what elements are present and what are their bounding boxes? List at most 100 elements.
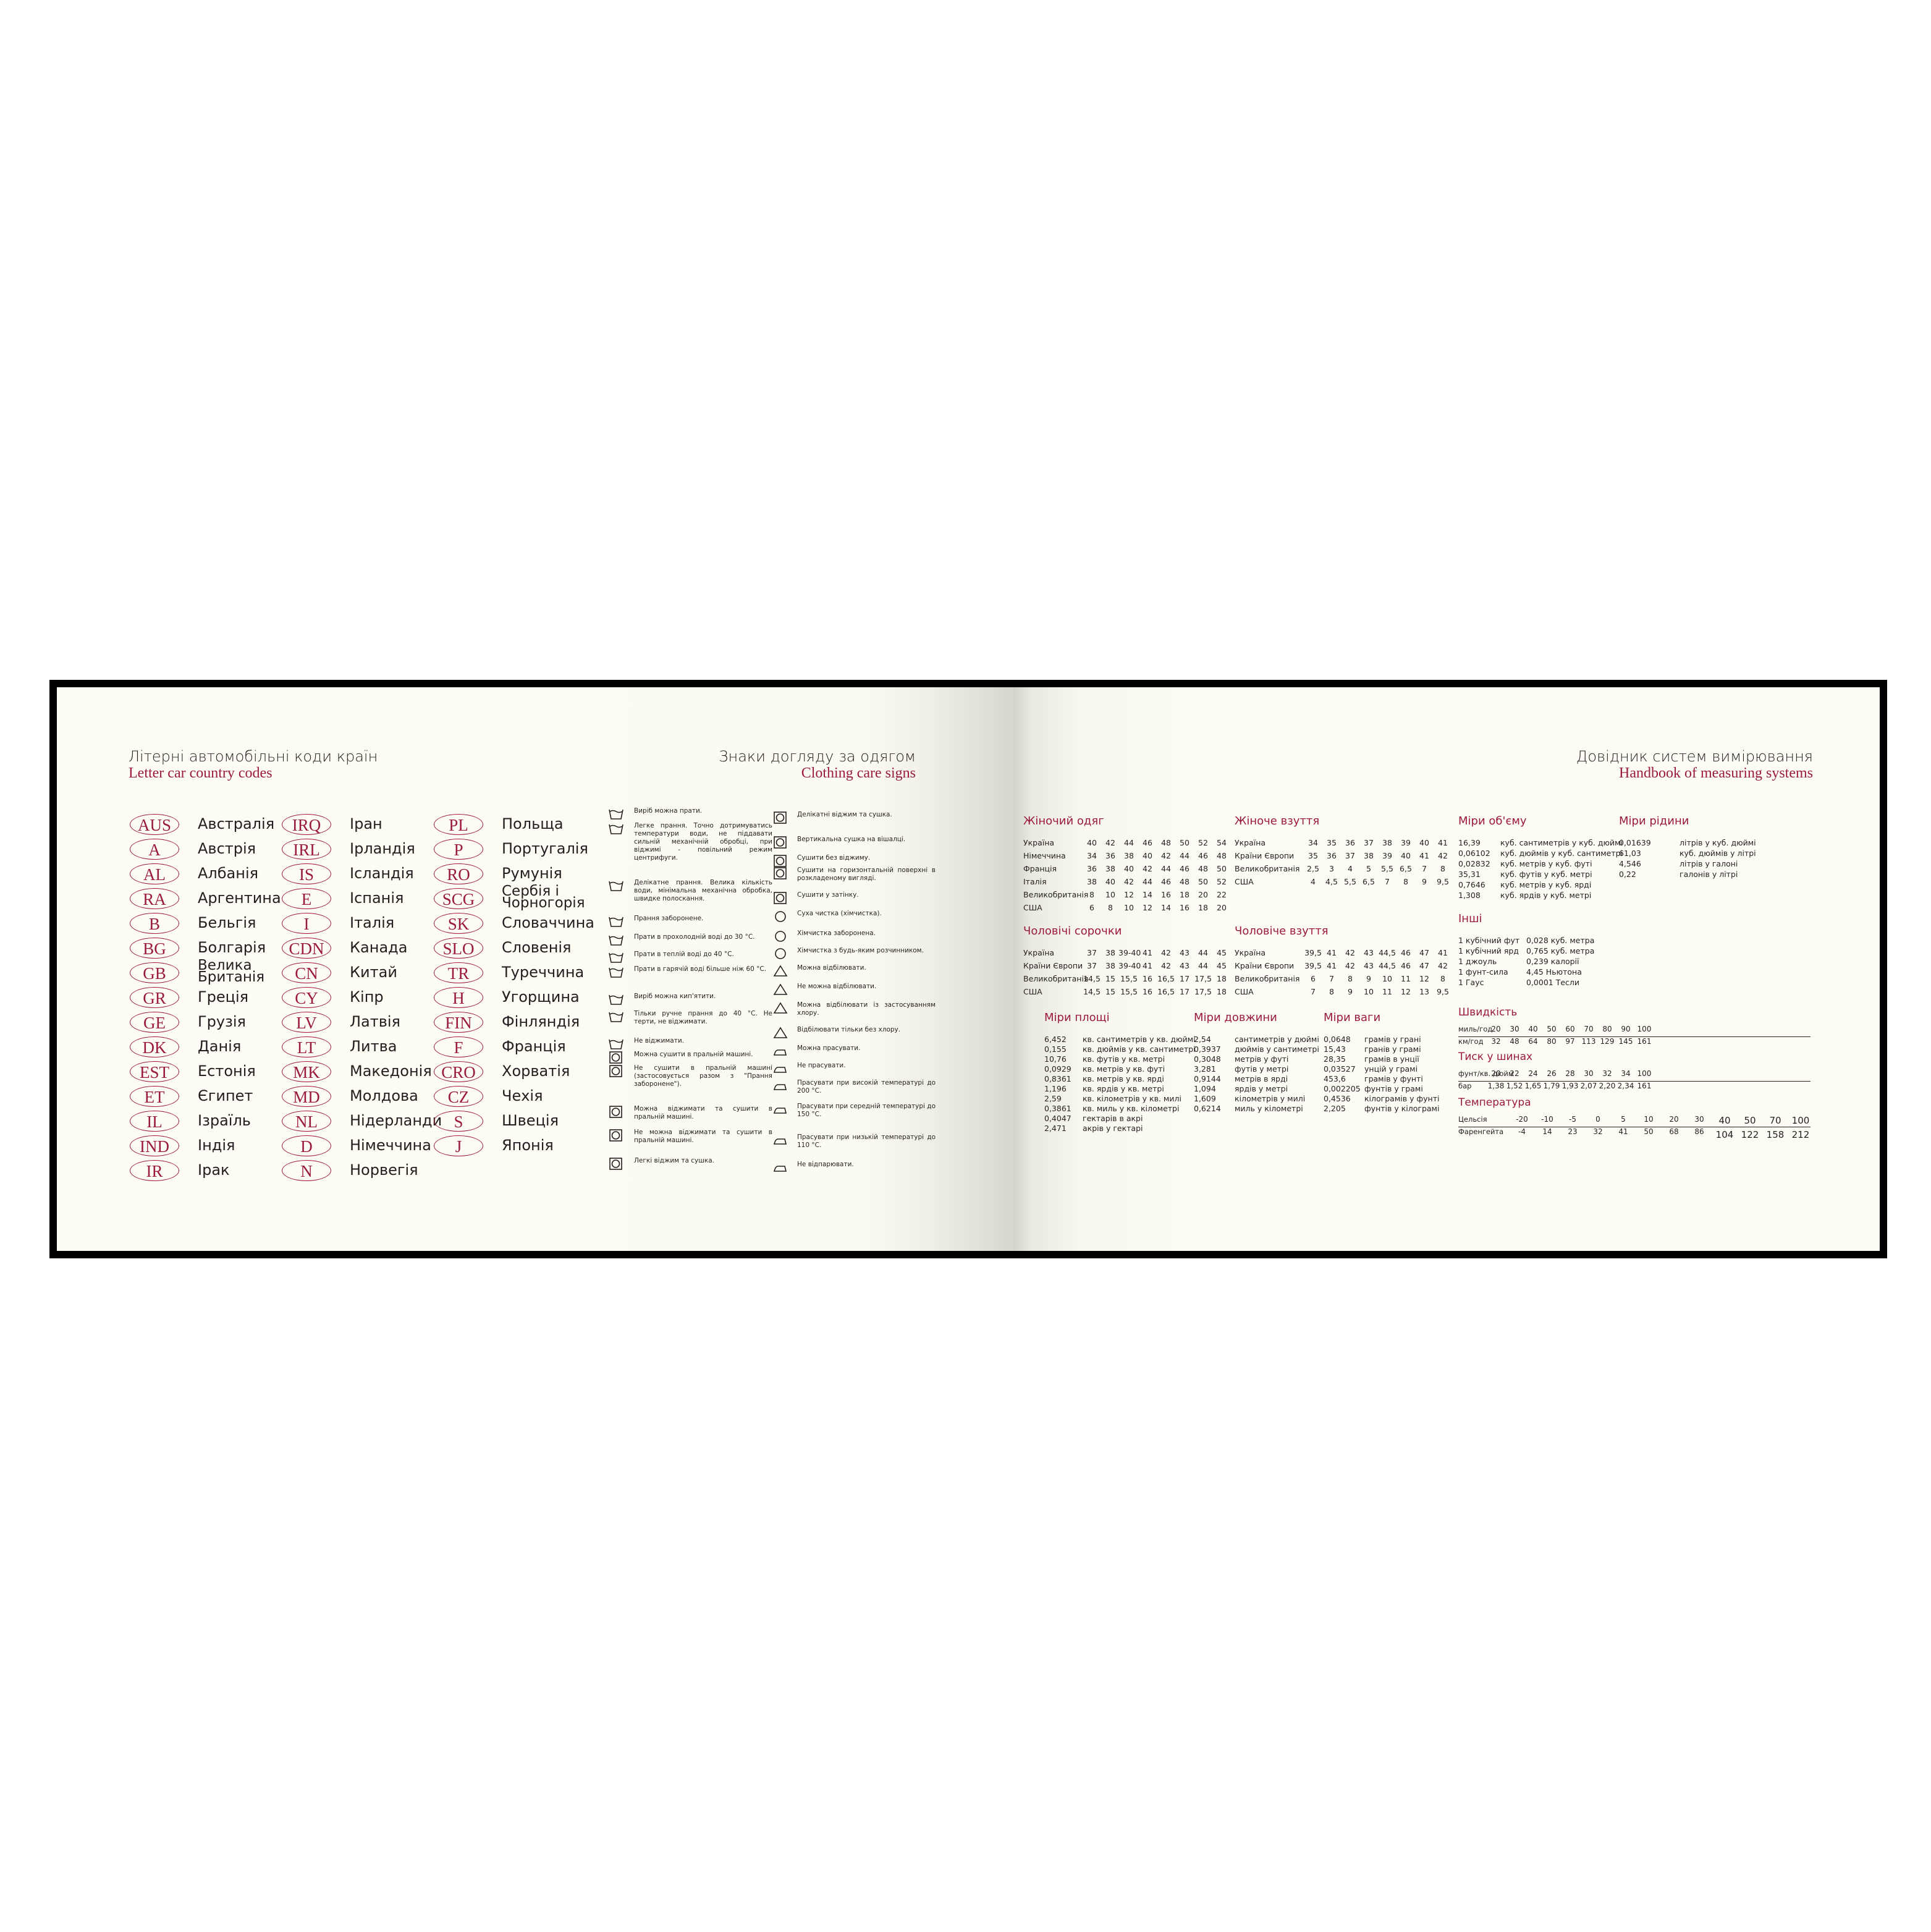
cell: 42: [1143, 864, 1152, 873]
cell: 4,5: [1325, 877, 1338, 886]
cell: 38: [1105, 948, 1115, 957]
country-name: Ірландія: [350, 840, 415, 857]
country-code: SCG: [434, 888, 483, 909]
cell: 8: [1329, 987, 1334, 996]
scale-cell: 1,79: [1543, 1082, 1560, 1090]
country-code: PL: [434, 814, 483, 835]
list-value: 15,43: [1324, 1044, 1346, 1054]
cell: 10: [1105, 890, 1115, 899]
list-text: кв. метрів у кв. ярді: [1083, 1074, 1164, 1083]
cell: 40: [1143, 851, 1152, 860]
list-text: кв. метрів у кв. футі: [1083, 1064, 1165, 1074]
paper: [57, 687, 1880, 1251]
cell: 42: [1438, 851, 1448, 860]
care-text: Відбілювати тільки без хлору.: [797, 1026, 901, 1033]
scale-rule: [1458, 1081, 1811, 1082]
list-value: 0,06102: [1458, 849, 1490, 858]
care-icon: [773, 1067, 787, 1073]
cell: 47: [1419, 948, 1429, 957]
care-icon: [609, 1065, 622, 1077]
list-text: 0,028 куб. метра: [1526, 936, 1595, 945]
care-icon: [609, 1158, 622, 1170]
cell: 54: [1217, 838, 1227, 847]
cell: 39: [1382, 851, 1392, 860]
country-name: Албанія: [198, 865, 259, 882]
list-text: кв. миль у кв. кілометрі: [1083, 1104, 1180, 1113]
country-code: CDN: [282, 938, 331, 959]
list-text: кілограмів у фунті: [1364, 1094, 1440, 1103]
row-label: Великобританія: [1235, 974, 1300, 983]
cell: 38: [1364, 851, 1374, 860]
cell: 36: [1087, 864, 1097, 873]
country-name: Іспанія: [350, 889, 404, 907]
cell: 36: [1345, 838, 1355, 847]
cell: 15: [1105, 987, 1115, 996]
cell: 16: [1143, 974, 1152, 983]
scale-heading: Тиск у шинах: [1458, 1051, 1533, 1063]
cell: 41: [1438, 838, 1448, 847]
country-code: H: [434, 987, 483, 1008]
list-text: акрів у гектарі: [1083, 1124, 1143, 1133]
scale-cell: 161: [1637, 1082, 1652, 1090]
care-text: Не віджимати.: [634, 1037, 684, 1044]
cell: 12: [1419, 974, 1429, 983]
care-text: Суха чистка (хімчистка).: [797, 910, 882, 917]
row-label: Україна: [1235, 948, 1266, 957]
cell: 8: [1440, 974, 1445, 983]
country-name: Канада: [350, 939, 408, 956]
care-icon: [773, 1108, 787, 1114]
care-text: Прасувати при низькій температурі до 110…: [797, 1133, 936, 1149]
scale-cell: 30: [1694, 1115, 1704, 1124]
cell: 37: [1345, 851, 1355, 860]
list-text: кв. футів у кв. метрі: [1083, 1054, 1165, 1064]
cell: 18: [1217, 987, 1227, 996]
care-icon: [609, 824, 623, 834]
list-heading: Міри площі: [1044, 1011, 1110, 1024]
cell: 8: [1440, 864, 1445, 873]
scale-cell: -20: [1516, 1115, 1528, 1124]
country-code: GR: [130, 987, 179, 1008]
row-label: Україна: [1235, 838, 1266, 847]
country-code: MK: [282, 1061, 331, 1082]
list-heading: Інші: [1458, 912, 1482, 925]
country-code: SLO: [434, 938, 483, 959]
care-icon: [774, 836, 787, 849]
country-name: Велика Британія: [198, 957, 265, 985]
list-text: літрів у куб. дюймі: [1680, 838, 1756, 847]
country-name: Ізраїль: [198, 1112, 251, 1129]
list-value: 0,7646: [1458, 880, 1485, 889]
care-icon: [773, 1084, 787, 1090]
cell: 52: [1198, 838, 1208, 847]
cell: 41: [1143, 961, 1152, 970]
list-text: сантиметрів у дюймі: [1235, 1035, 1319, 1044]
scale-cell: 34: [1621, 1069, 1631, 1078]
country-name: Бельгія: [198, 914, 256, 931]
care-icon: [775, 931, 786, 942]
list-value: 0,3937: [1194, 1044, 1221, 1054]
scale-cell: 122: [1741, 1129, 1759, 1140]
list-text: 4,45 Ньютона: [1526, 967, 1582, 977]
scale-cell: 1,65: [1524, 1082, 1542, 1090]
care-text: Легкі віджим та сушка.: [634, 1157, 714, 1164]
country-code: S: [434, 1111, 483, 1132]
care-icon: [609, 917, 623, 927]
cell: 44: [1198, 961, 1208, 970]
cell: 42: [1345, 961, 1355, 970]
care-icon: [774, 867, 787, 879]
list-value: 0,3861: [1044, 1104, 1071, 1113]
cell: 40: [1401, 851, 1411, 860]
scale-cell: 70: [1584, 1025, 1594, 1033]
list-value: 1,094: [1194, 1084, 1216, 1093]
scale-cell: 10: [1644, 1115, 1654, 1124]
country-code: CY: [282, 987, 331, 1008]
list-text: метрів у футі: [1235, 1054, 1289, 1064]
cell: 9: [1422, 877, 1427, 886]
cell: 44: [1161, 864, 1171, 873]
cell: 38: [1105, 864, 1115, 873]
care-icon: [609, 1129, 622, 1142]
care-text: Не сушити в пральній машині (застосовуєт…: [634, 1064, 772, 1088]
cell: 3: [1329, 864, 1334, 873]
cell: 52: [1217, 877, 1227, 886]
country-code: ET: [130, 1086, 179, 1107]
cell: 37: [1087, 948, 1097, 957]
